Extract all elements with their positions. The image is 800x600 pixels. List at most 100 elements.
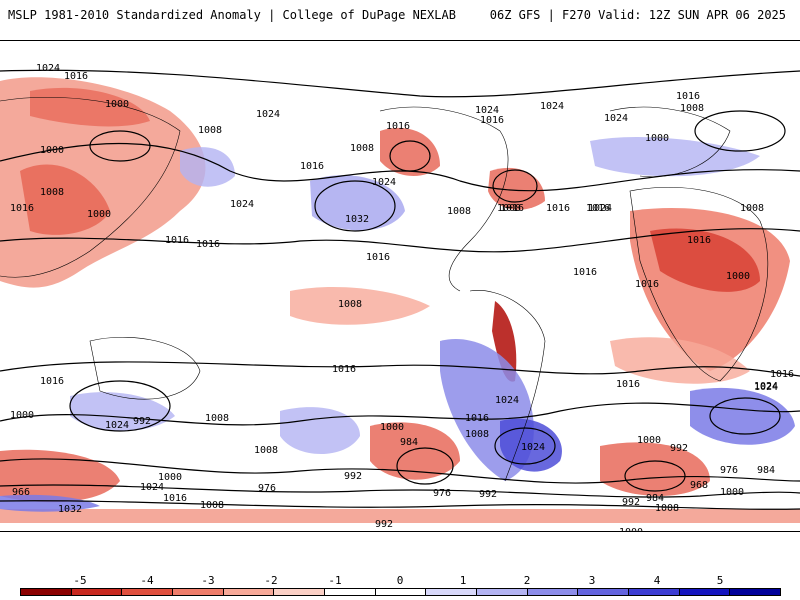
south-america-coast	[469, 290, 546, 482]
contour-label: 1016	[366, 252, 390, 263]
contour-label: 1000	[40, 145, 64, 156]
contour-label: 1000	[645, 133, 669, 144]
isobar-line	[0, 402, 800, 426]
contour-label: 1016	[163, 493, 187, 504]
contour-label: 1024	[36, 63, 60, 74]
contour-label: 1024	[475, 105, 499, 116]
isobar-closed-low	[624, 460, 686, 492]
colorbar-segment	[425, 588, 477, 596]
contour-label: 992	[622, 497, 640, 508]
southeast-pacific-anomaly	[0, 494, 100, 512]
contour-label: 1008	[350, 143, 374, 154]
colorbar-tick-label: 2	[523, 574, 531, 587]
contour-label: 992	[670, 443, 688, 454]
colorbar-tick-label: -2	[264, 574, 278, 587]
contour-label: 1016	[10, 203, 34, 214]
contour-label: 1024	[495, 395, 519, 406]
contour-label: 1008	[338, 299, 362, 310]
isobar-closed-high	[709, 397, 781, 435]
contour-label: 1000	[10, 410, 34, 421]
contour-label: 976	[433, 488, 451, 499]
colorbar-tick-label: 1	[459, 574, 467, 587]
contour-label: 1016	[635, 279, 659, 290]
australia-high-anomaly	[70, 392, 175, 431]
colorbar-segment	[678, 588, 731, 596]
isobar-line	[0, 69, 800, 98]
contour-label: 1032	[58, 504, 82, 515]
contour-label: 1024	[754, 382, 778, 393]
colorbar-segment	[729, 588, 781, 596]
isobar-contours	[0, 69, 800, 510]
north-pacific-high-anomaly	[310, 175, 405, 231]
contour-labels: 1024 1016 1000 1008 1000 1008 1016 1000 …	[10, 63, 794, 531]
contour-label: 1016	[300, 161, 324, 172]
contour-label: 1000	[87, 209, 111, 220]
isobar-closed-high	[494, 427, 556, 465]
asia-core-anomaly	[20, 164, 110, 235]
isobar-line	[0, 458, 800, 484]
colorbar-tick-label: 5	[716, 574, 724, 587]
isobar-line	[0, 361, 800, 377]
south-pacific-high-anomaly	[280, 407, 360, 455]
colorbar-segment	[577, 588, 629, 596]
contour-label: 1008	[205, 413, 229, 424]
contour-label: 1000	[158, 472, 182, 483]
contour-label: 1024	[105, 420, 129, 431]
anomaly-colorbar: -5 -4 -3 -2 -1 0 1 2 3 4 5	[0, 570, 800, 600]
isobar-line	[0, 500, 800, 510]
contour-label: 1024	[540, 101, 564, 112]
europe-coast	[609, 106, 731, 178]
contour-label: 1024	[140, 482, 164, 493]
pacific-tropical-anomaly	[290, 286, 430, 325]
contour-label: 976	[258, 483, 276, 494]
contour-label: 1016	[546, 203, 570, 214]
isobar-line	[0, 142, 800, 192]
positive-anomaly-fills	[0, 77, 800, 523]
contour-label: 1024	[230, 199, 254, 210]
colorbar-segment	[20, 588, 72, 596]
andes-anomaly	[492, 301, 517, 382]
australia-coast	[89, 336, 201, 400]
contour-label: 1008	[40, 187, 64, 198]
africa-core-anomaly	[650, 228, 760, 292]
isobar-closed-low	[492, 169, 538, 203]
colorbar-tick-label: 3	[588, 574, 596, 587]
colorbar-segment	[476, 588, 528, 596]
contour-label: 1024	[588, 203, 612, 214]
contour-label: 966	[12, 487, 30, 498]
colorbar-tick-label: 4	[653, 574, 661, 587]
colorbar-segment	[324, 588, 376, 596]
contour-label: 1000	[637, 435, 661, 446]
contour-label: 1016	[165, 235, 189, 246]
canada-positive-anomaly	[380, 127, 440, 177]
colorbar-strip	[20, 588, 781, 596]
map-canvas: 1024 1016 1000 1008 1000 1008 1016 1000 …	[0, 63, 800, 531]
contour-label: 1016	[40, 376, 64, 387]
contour-label: 1008	[680, 103, 704, 114]
isobar-closed-high	[69, 380, 171, 432]
chart-header: MSLP 1981-2010 Standardized Anomaly | Co…	[0, 0, 800, 36]
bering-anomaly	[180, 147, 235, 187]
isobar-line	[0, 484, 800, 498]
contour-label: 1016	[586, 203, 610, 214]
isobar-closed-low	[389, 140, 431, 172]
contour-label: 984	[400, 437, 418, 448]
colorbar-segment	[172, 588, 224, 596]
africa-coast	[629, 186, 769, 382]
contour-label: 1016	[500, 203, 524, 214]
contour-label: 1024	[604, 113, 628, 124]
southern-indian-anomaly	[610, 337, 750, 384]
contour-label: 992	[375, 519, 393, 530]
europe-negative-anomaly	[590, 136, 760, 177]
isobar-closed-high	[314, 180, 396, 232]
isobar-closed-low	[396, 447, 454, 485]
contour-label: 1016	[616, 379, 640, 390]
contour-label: 1008	[655, 503, 679, 514]
contour-label: 992	[344, 471, 362, 482]
contour-label: 1016	[770, 369, 794, 380]
contour-label: 1016	[196, 239, 220, 250]
anomaly-map: 1024 1016 1000 1008 1000 1008 1016 1000 …	[0, 40, 800, 532]
contour-label: 1008	[198, 125, 222, 136]
contour-label: 1024	[754, 381, 778, 392]
isobar-closed-high	[694, 110, 786, 152]
